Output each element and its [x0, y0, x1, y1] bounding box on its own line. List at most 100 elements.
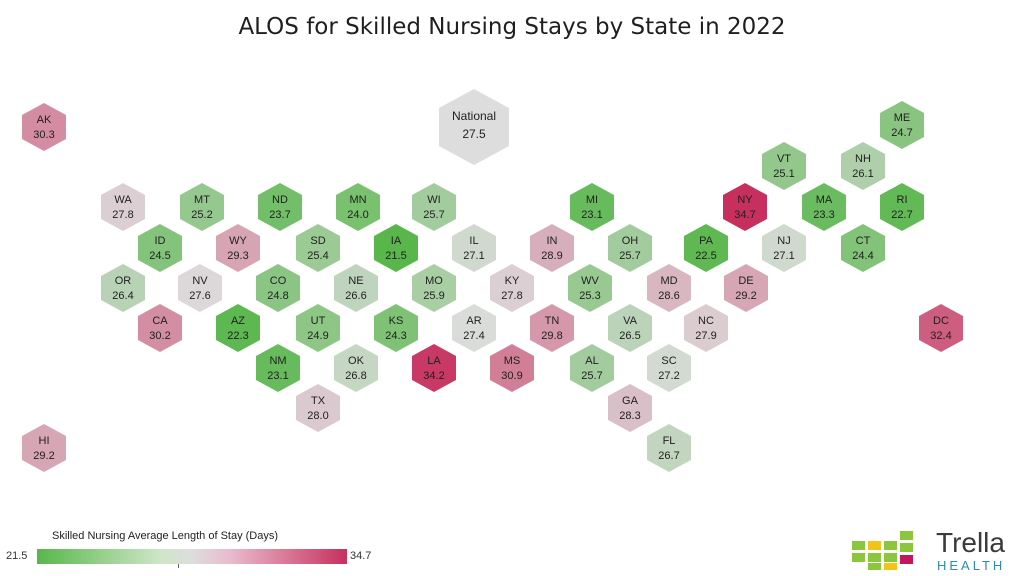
hex-state-ri[interactable]: RI 22.7 [880, 183, 924, 231]
hex-state-al[interactable]: AL 25.7 [570, 344, 614, 392]
hex-shape [608, 384, 652, 432]
hex-state-mt[interactable]: MT 25.2 [180, 183, 224, 231]
hex-state-tn[interactable]: TN 29.8 [530, 304, 574, 352]
hex-state-mn[interactable]: MN 24.0 [336, 183, 380, 231]
hex-value: 28.9 [541, 250, 563, 262]
hex-state-wi[interactable]: WI 25.7 [412, 183, 456, 231]
hex-fill [216, 224, 260, 272]
hex-fill [412, 264, 456, 312]
hex-state-ak[interactable]: AK 30.3 [22, 103, 66, 151]
hex-state-ms[interactable]: MS 30.9 [490, 344, 534, 392]
hex-value: 26.5 [619, 330, 641, 342]
hex-state-az[interactable]: AZ 22.3 [216, 304, 260, 352]
hex-state-va[interactable]: VA 26.5 [608, 304, 652, 352]
hex-state-ar[interactable]: AR 27.4 [452, 304, 496, 352]
hex-shape [412, 344, 456, 392]
hex-state-in[interactable]: IN 28.9 [530, 224, 574, 272]
hex-label: MA [815, 194, 833, 206]
hex-label: ND [272, 194, 288, 206]
hex-state-id[interactable]: ID 24.5 [138, 224, 182, 272]
hex-fill [256, 264, 300, 312]
legend-gradient-bar [37, 549, 347, 564]
hex-fill [490, 264, 534, 312]
hex-state-co[interactable]: CO 24.8 [256, 264, 300, 312]
hex-fill [138, 304, 182, 352]
hex-fill [334, 264, 378, 312]
hex-state-ks[interactable]: KS 24.3 [374, 304, 418, 352]
hex-value: 24.3 [385, 330, 407, 342]
hex-value: 24.9 [307, 330, 329, 342]
hex-fill [608, 224, 652, 272]
hex-state-ok[interactable]: OK 26.8 [334, 344, 378, 392]
hex-state-ma[interactable]: MA 23.3 [802, 183, 846, 231]
hex-value: 28.6 [658, 290, 680, 302]
hex-fill [452, 304, 496, 352]
hex-value: 27.1 [773, 250, 795, 262]
hex-shape [101, 183, 145, 231]
hex-state-wy[interactable]: WY 29.3 [216, 224, 260, 272]
hex-state-wa[interactable]: WA 27.8 [101, 183, 145, 231]
hex-state-ca[interactable]: CA 30.2 [138, 304, 182, 352]
hex-fill [101, 264, 145, 312]
hex-shape [178, 264, 222, 312]
hex-label: SC [661, 355, 677, 367]
hex-fill [258, 183, 302, 231]
hex-state-sd[interactable]: SD 25.4 [296, 224, 340, 272]
hex-label: KS [388, 315, 404, 327]
hex-shape [919, 304, 963, 352]
hex-state-il[interactable]: IL 27.1 [452, 224, 496, 272]
hex-state-ny[interactable]: NY 34.7 [723, 183, 767, 231]
hex-state-mo[interactable]: MO 25.9 [412, 264, 456, 312]
hex-label: AK [36, 114, 52, 126]
hex-shape [684, 224, 728, 272]
hex-value: 27.9 [695, 330, 717, 342]
hex-state-nj[interactable]: NJ 27.1 [762, 224, 806, 272]
hex-shape [334, 264, 378, 312]
hex-label: PA [699, 235, 713, 247]
hex-state-ct[interactable]: CT 24.4 [841, 224, 885, 272]
hex-state-pa[interactable]: PA 22.5 [684, 224, 728, 272]
hex-label: IN [546, 235, 558, 247]
hex-state-vt[interactable]: VT 25.1 [762, 142, 806, 190]
hex-value: 26.4 [112, 290, 134, 302]
hex-label: WI [427, 194, 441, 206]
hex-state-nm[interactable]: NM 23.1 [256, 344, 300, 392]
hex-state-oh[interactable]: OH 25.7 [608, 224, 652, 272]
hex-fill [841, 142, 885, 190]
hex-state-sc[interactable]: SC 27.2 [647, 344, 691, 392]
hex-shape [530, 304, 574, 352]
hex-state-or[interactable]: OR 26.4 [101, 264, 145, 312]
hex-state-de[interactable]: DE 29.2 [724, 264, 768, 312]
hex-state-me[interactable]: ME 24.7 [880, 101, 924, 149]
hex-fill [374, 224, 418, 272]
hex-state-nh[interactable]: NH 26.1 [841, 142, 885, 190]
hex-fill [138, 224, 182, 272]
hex-national[interactable]: National 27.5 [439, 89, 509, 165]
hex-state-tx[interactable]: TX 28.0 [296, 384, 340, 432]
hex-shape [684, 304, 728, 352]
hex-state-md[interactable]: MD 28.6 [647, 264, 691, 312]
hex-state-nc[interactable]: NC 27.9 [684, 304, 728, 352]
hex-state-dc[interactable]: DC 32.4 [919, 304, 963, 352]
hex-state-mi[interactable]: MI 23.1 [570, 183, 614, 231]
hex-state-hi[interactable]: HI 29.2 [22, 424, 66, 472]
hex-shape [334, 344, 378, 392]
hex-label: NC [698, 315, 714, 327]
hex-state-ne[interactable]: NE 26.6 [334, 264, 378, 312]
hex-state-nv[interactable]: NV 27.6 [178, 264, 222, 312]
hex-state-ga[interactable]: GA 28.3 [608, 384, 652, 432]
hex-state-nd[interactable]: ND 23.7 [258, 183, 302, 231]
hex-label: AZ [230, 315, 246, 327]
hex-label: ME [893, 112, 911, 124]
hex-state-la[interactable]: LA 34.2 [412, 344, 456, 392]
hex-state-ia[interactable]: IA 21.5 [374, 224, 418, 272]
hex-value: 22.3 [227, 330, 249, 342]
hex-state-wv[interactable]: WV 25.3 [568, 264, 612, 312]
hex-shape [412, 183, 456, 231]
hex-state-ky[interactable]: KY 27.8 [490, 264, 534, 312]
hex-state-ut[interactable]: UT 24.9 [296, 304, 340, 352]
legend-min-label: 21.5 [6, 550, 28, 562]
hex-state-fl[interactable]: FL 26.7 [647, 424, 691, 472]
hex-label: MD [660, 275, 678, 287]
hex-value: 28.3 [619, 410, 641, 422]
